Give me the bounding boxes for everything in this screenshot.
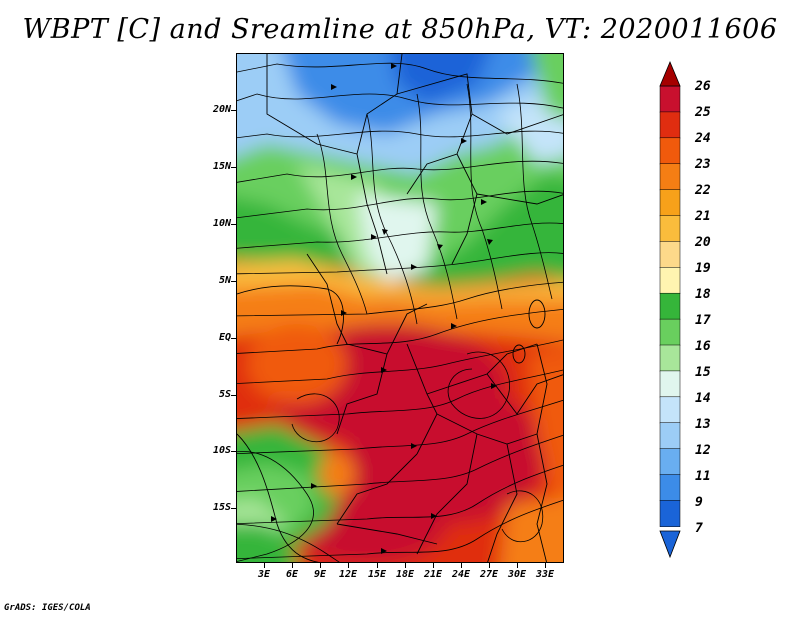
lat-tick	[231, 451, 236, 452]
lat-label: 10N	[212, 218, 231, 229]
lon-label: 27E	[479, 569, 499, 580]
streamline-arrows	[271, 63, 497, 554]
colorbar-label: 14	[695, 391, 711, 406]
colorbar-label: 21	[695, 209, 711, 224]
colorbar-swatch	[659, 215, 681, 243]
lon-tick	[320, 563, 321, 568]
lon-tick	[348, 563, 349, 568]
lon-label: 30E	[507, 569, 527, 580]
lon-label: 12E	[338, 569, 358, 580]
colorbar-label: 24	[695, 131, 711, 146]
colorbar-label: 13	[695, 417, 711, 432]
colorbar-swatch	[659, 396, 681, 424]
lat-label: 5S	[218, 389, 231, 400]
country-borders	[237, 54, 563, 562]
lon-tick	[292, 563, 293, 568]
colorbar-swatch	[659, 241, 681, 268]
lon-tick	[433, 563, 434, 568]
lat-label: 10S	[212, 445, 231, 456]
colorbar-label: 9	[695, 495, 703, 510]
colorbar-swatch	[659, 189, 681, 217]
colorbar-label: 23	[695, 157, 711, 172]
colorbar-swatch	[659, 137, 681, 165]
lon-label: 6E	[285, 569, 299, 580]
streamlines	[237, 62, 563, 562]
colorbar-swatch	[659, 344, 681, 372]
colorbar-swatch	[659, 267, 681, 294]
colorbar-label: 25	[695, 105, 711, 120]
lon-label: 21E	[423, 569, 443, 580]
lon-tick	[405, 563, 406, 568]
colorbar-label: 7	[695, 521, 703, 536]
colorbar-label: 11	[695, 469, 711, 484]
lon-tick	[517, 563, 518, 568]
colorbar-label: 16	[695, 339, 711, 354]
colorbar-swatch	[659, 370, 681, 398]
colorbar-swatch	[659, 85, 681, 113]
lat-label: 20N	[212, 104, 231, 115]
colorbar-label: 17	[695, 313, 711, 328]
lon-label: 18E	[395, 569, 415, 580]
lat-label: EQ	[218, 332, 231, 343]
lat-tick	[231, 281, 236, 282]
lat-tick	[231, 167, 236, 168]
lon-label: 15E	[367, 569, 387, 580]
colorbar-swatch	[659, 500, 681, 527]
colorbar-swatch	[659, 111, 681, 139]
colorbar-label: 15	[695, 365, 711, 380]
weather-map	[236, 53, 564, 563]
colorbar-top-triangle	[659, 60, 681, 87]
lat-label: 15N	[212, 161, 231, 172]
lon-tick	[461, 563, 462, 568]
lon-label: 3E	[257, 569, 271, 580]
colorbar-label: 20	[695, 235, 711, 250]
lon-label: 9E	[313, 569, 327, 580]
colorbar-label: 19	[695, 261, 711, 276]
lat-tick	[231, 110, 236, 111]
lat-tick	[231, 395, 236, 396]
colorbar-label: 22	[695, 183, 711, 198]
lat-tick	[231, 508, 236, 509]
colorbar-swatch	[659, 448, 681, 476]
lon-label: 24E	[451, 569, 471, 580]
colorbar-swatch	[659, 163, 681, 191]
temperature-field	[237, 54, 563, 562]
lat-tick	[231, 224, 236, 225]
colorbar-label: 26	[695, 79, 711, 94]
lat-tick	[231, 338, 236, 339]
credit-text: GrADS: IGES/COLA	[4, 603, 91, 613]
lon-label: 33E	[535, 569, 555, 580]
colorbar-swatch	[659, 422, 681, 450]
colorbar-label: 12	[695, 443, 711, 458]
page-title: WBPT [C] and Sreamline at 850hPa, VT: 20…	[22, 14, 778, 45]
lon-tick	[377, 563, 378, 568]
colorbar-bottom-triangle	[659, 530, 681, 559]
lat-label: 5N	[218, 275, 231, 286]
colorbar-swatch	[659, 474, 681, 502]
colorbar-swatch	[659, 292, 681, 320]
lon-tick	[489, 563, 490, 568]
lon-tick	[545, 563, 546, 568]
lat-label: 15S	[212, 502, 231, 513]
lon-tick	[264, 563, 265, 568]
colorbar-label: 18	[695, 287, 711, 302]
colorbar-swatch	[659, 318, 681, 346]
